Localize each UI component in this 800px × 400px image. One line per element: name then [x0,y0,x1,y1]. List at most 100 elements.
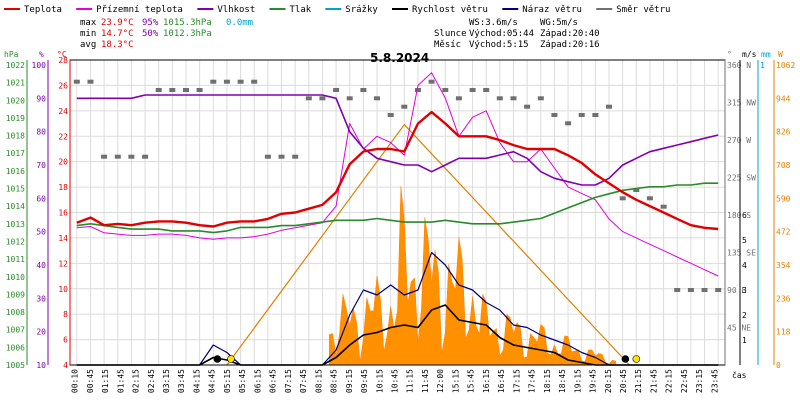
wind-direction-marker [101,154,108,159]
stats-max-hum: 95% [142,18,159,28]
w-tick-label: 590 [776,194,791,203]
dir-tick-label: 315 NW [727,99,756,108]
x-tick-label: 05:15 [223,369,232,393]
stats-avg-temp: 18.3°C [101,40,134,50]
wind-direction-marker [469,88,476,92]
x-tick-label: 08:45 [330,369,339,393]
mm-axis-label: mm [761,50,771,59]
moonset-marker [621,355,630,363]
sunrise-marker [227,355,235,363]
wind-direction-marker [660,204,667,209]
stats-max-temp: 23.9°C [101,18,134,28]
axes: 1022102110201019101810171016101510141013… [6,56,796,393]
wind-direction-marker [496,96,503,101]
wind-direction-marker [619,196,626,201]
x-tick-label: 01:45 [116,369,125,393]
x-tick-label: 04:15 [192,369,201,393]
x-tick-label: 16:45 [497,369,506,393]
wind-direction-marker [701,288,708,292]
wind-direction-marker [251,79,258,84]
wind-direction-marker [319,96,326,101]
legend-label-4: Srážky [345,5,378,15]
w-tick-label: 118 [776,328,791,337]
hpa-tick-label: 1021 [6,79,25,88]
dir-tick-label: 45 NE [727,324,751,333]
x-tick-label: 00:10 [71,369,80,393]
x-tick-label: 17:15 [512,369,521,393]
hpa-tick-label: 1017 [6,149,25,158]
ms-axis-label: m/s [742,50,757,59]
x-tick-label: 09:45 [360,369,369,393]
legend-label-0: Teplota [24,5,62,15]
chart-title: 5.8.2024 [370,51,429,65]
wind-direction-marker [169,88,176,92]
hpa-tick-label: 1022 [6,61,25,70]
moon-rise: Východ:5:15 [469,40,529,50]
wind-direction-marker [196,88,203,92]
x-tick-label: 23:15 [695,369,704,393]
x-tick-label: 07:45 [299,369,308,393]
x-tick-label: 18:15 [543,369,552,393]
wind-direction-marker [155,88,162,92]
legend-label-2: Vlhkost [217,5,255,15]
dir-tick-label: 180 S [727,211,751,220]
x-tick-label: 22:15 [665,369,674,393]
temp-tick-label: 4 [63,361,68,370]
x-tick-label: 02:45 [147,369,156,393]
ms-tick-label: 3 [742,286,747,295]
w-tick-label: 944 [776,94,791,103]
w-tick-label: 708 [776,161,791,170]
sun-moon-info: WS:3.6m/s WG:5m/s Slunce Východ:05:44 Zá… [434,18,600,50]
hpa-tick-label: 1009 [6,290,25,299]
x-tick-label: 18:45 [558,369,567,393]
sun-set: Západ:20:40 [540,29,600,39]
x-tick-label: 19:45 [589,369,598,393]
wind-direction-marker [87,79,94,84]
hpa-tick-label: 1015 [6,185,25,194]
wind-direction-marker [578,113,585,117]
axis-headers: hPa % °C ° m/s mm W čas [4,50,783,380]
wind-speed-info: WS:3.6m/s [469,18,518,28]
wind-direction-marker [237,79,244,84]
hpa-tick-label: 1019 [6,114,25,123]
wind-direction-marker [387,113,394,117]
x-tick-label: 11:45 [421,369,430,393]
temp-tick-label: 8 [63,310,68,319]
wind-direction-marker [305,96,312,101]
wind-direction-marker [687,288,694,292]
stats-min-label: min [80,29,96,39]
dir-tick-label: 360 N [727,61,751,70]
temp-tick-label: 18 [58,183,68,192]
pressure-line [76,182,719,234]
humidity-line [76,94,719,186]
wind-direction-marker [374,96,380,101]
solar-area [329,186,617,366]
x-tick-label: 05:45 [238,369,247,393]
wind-direction-marker [428,79,435,84]
w-tick-label: 0 [776,361,781,370]
plot-area [70,59,725,366]
stats-avg-label: avg [80,40,96,50]
wind-direction-marker [565,121,572,126]
temp-tick-label: 12 [58,259,68,268]
solar-envelope [226,123,630,366]
hpa-tick-label: 1008 [6,308,25,317]
temp-tick-label: 22 [58,132,68,141]
pct-tick-label: 90 [36,94,46,103]
dir-tick-label: 225 SW [727,174,756,183]
x-tick-label: 09:15 [345,369,354,393]
stats-min-press: 1012.3hPa [163,29,212,39]
wind-direction-marker [128,154,135,159]
stats-max-press: 1015.3hPa [163,18,212,28]
x-tick-label: 20:15 [604,369,613,393]
x-tick-label: 20:45 [619,369,628,393]
x-tick-label: 22:45 [680,369,689,393]
hpa-tick-label: 1014 [6,202,25,211]
wind-direction-marker [346,96,353,101]
hpa-tick-label: 1006 [6,343,25,352]
x-tick-label: 12:00 [436,369,445,393]
pct-tick-label: 50 [36,228,46,237]
dir-tick-label: 135 SE [727,249,756,258]
moon-set: Západ:20:16 [540,40,600,50]
x-tick-label: 10:45 [391,369,400,393]
